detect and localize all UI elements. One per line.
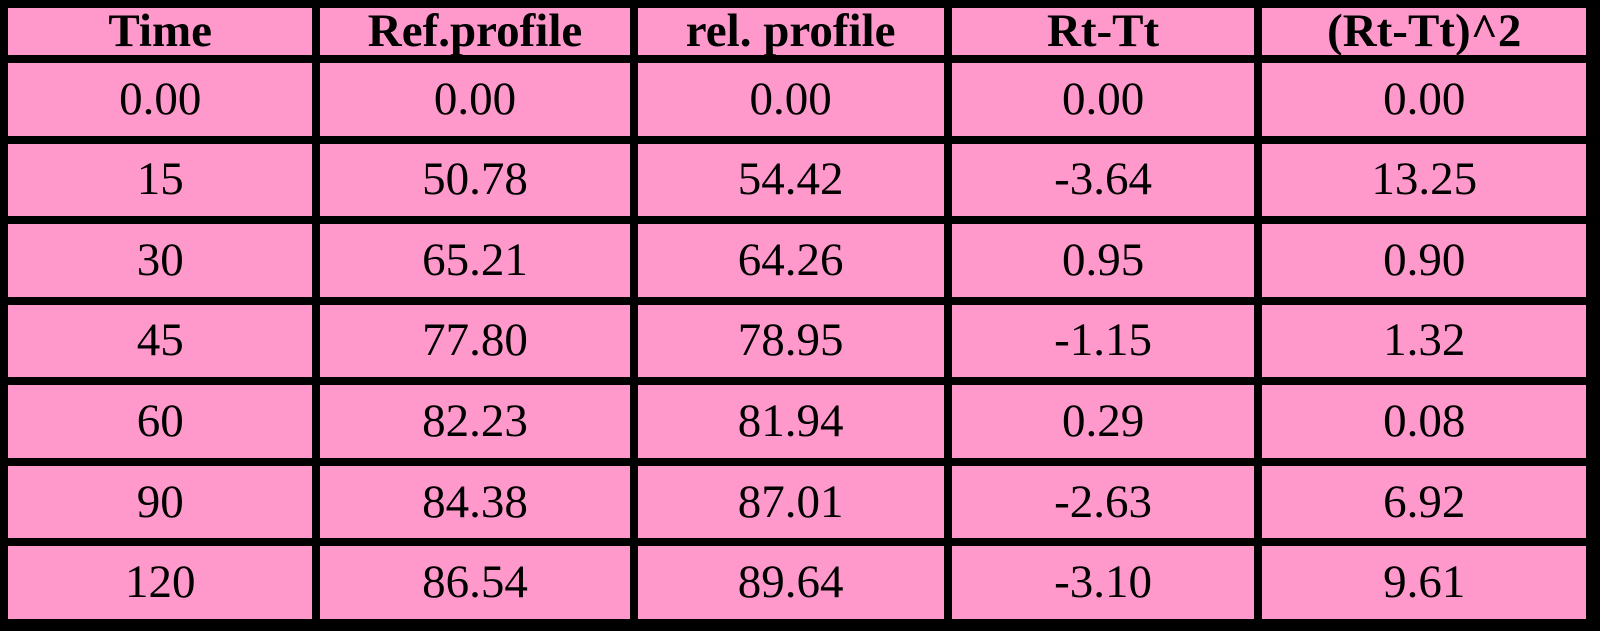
- cell: 30: [0, 216, 321, 305]
- cell: 87.01: [629, 457, 952, 547]
- cell: 0.00: [943, 55, 1263, 144]
- cell: 0.00: [0, 55, 321, 144]
- cell: 0.08: [1254, 377, 1594, 466]
- cell: 84.38: [312, 457, 638, 547]
- cell: 64.26: [629, 216, 952, 305]
- cell: 86.54: [312, 538, 638, 627]
- column-header: Ref.profile: [312, 0, 638, 63]
- cell: -3.64: [943, 135, 1263, 225]
- cell: 1.32: [1254, 296, 1594, 386]
- cell: 15: [0, 135, 321, 225]
- cell: -1.15: [943, 296, 1263, 386]
- cell: 0.00: [1254, 55, 1594, 144]
- column-header: (Rt-Tt)^2: [1254, 0, 1594, 63]
- cell: 54.42: [629, 135, 952, 225]
- cell: 65.21: [312, 216, 638, 305]
- cell: 77.80: [312, 296, 638, 386]
- cell: 90: [0, 457, 321, 547]
- cell: -2.63: [943, 457, 1263, 547]
- cell: 120: [0, 538, 321, 627]
- column-header: Time: [0, 0, 321, 63]
- table-row: 60 82.23 81.94 0.29 0.08: [0, 377, 1594, 466]
- cell: 0.00: [629, 55, 952, 144]
- column-header: Rt-Tt: [943, 0, 1263, 63]
- cell: 89.64: [629, 538, 952, 627]
- cell: 0.95: [943, 216, 1263, 305]
- cell: -3.10: [943, 538, 1263, 627]
- cell: 0.29: [943, 377, 1263, 466]
- cell: 78.95: [629, 296, 952, 386]
- table-row: 90 84.38 87.01 -2.63 6.92: [0, 457, 1594, 547]
- table-row: 15 50.78 54.42 -3.64 13.25: [0, 135, 1594, 225]
- cell: 0.90: [1254, 216, 1594, 305]
- cell: 50.78: [312, 135, 638, 225]
- header-row: Time Ref.profile rel. profile Rt-Tt (Rt-Tt)^…: [0, 0, 1594, 63]
- cell: 60: [0, 377, 321, 466]
- table-row: 30 65.21 64.26 0.95 0.90: [0, 216, 1594, 305]
- table-row: 0.00 0.00 0.00 0.00 0.00: [0, 55, 1594, 144]
- cell: 45: [0, 296, 321, 386]
- cell: 0.00: [312, 55, 638, 144]
- cell: 13.25: [1254, 135, 1594, 225]
- table-row: 120 86.54 89.64 -3.10 9.61: [0, 538, 1594, 627]
- table-row: 45 77.80 78.95 -1.15 1.32: [0, 296, 1594, 386]
- cell: 82.23: [312, 377, 638, 466]
- cell: 6.92: [1254, 457, 1594, 547]
- cell: 81.94: [629, 377, 952, 466]
- cell: 9.61: [1254, 538, 1594, 627]
- column-header: rel. profile: [629, 0, 952, 63]
